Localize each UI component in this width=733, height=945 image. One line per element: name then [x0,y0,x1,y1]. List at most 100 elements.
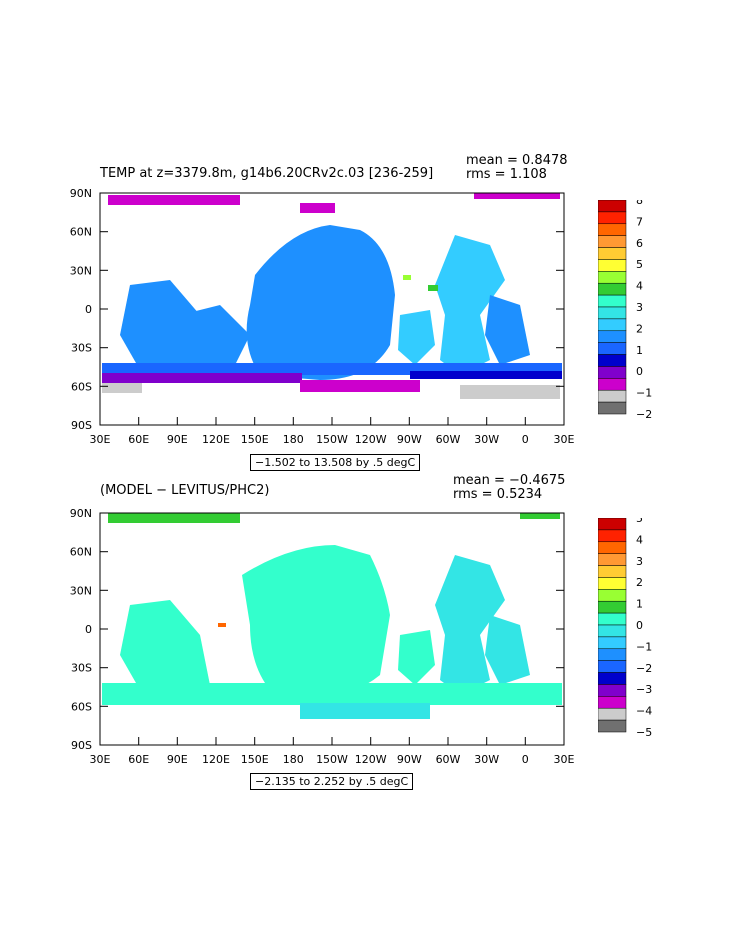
panel2-lon-label: 60W [436,753,461,766]
colorbar-label: 3 [636,555,643,568]
colorbar-swatch [598,282,627,296]
colorbar-label: 1 [636,344,643,357]
colorbar-swatch [598,389,627,403]
colorbar-label: 3 [636,301,643,314]
panel2-lon-label: 120E [202,753,230,766]
colorbar-label: 2 [636,576,643,589]
colorbar-label: 5 [636,258,643,271]
panel2-lon-label: 150E [241,753,269,766]
panel1-lon-label: 30E [90,433,111,446]
colorbar-swatch [598,366,627,379]
panel1-range: −1.502 to 13.508 by .5 degC [250,454,421,471]
colorbar-label: 8 [636,200,643,207]
panel2-lon-label: 180 [283,753,304,766]
colorbar-label: 4 [636,533,643,546]
colorbar-swatch [598,696,627,709]
colorbar-label: −2 [636,662,652,675]
colorbar-label: 4 [636,280,643,293]
panel1-rms: rms = 1.108 [466,167,547,182]
panel2-lon-label: 90W [397,753,422,766]
panel1-lat-label: 60S [71,380,92,393]
panel2-lat-label: 30S [71,662,92,675]
panel1-lon-label: 30E [554,433,575,446]
colorbar-swatch [598,211,627,225]
panel2-lat-label: 60S [71,700,92,713]
colorbar-swatch [598,223,627,236]
panel2-lon-label: 30E [554,753,575,766]
colorbar-swatch [598,271,627,284]
panel1-lon-label: 180 [283,433,304,446]
panel2-lon-label: 120W [355,753,387,766]
panel1-lon-label: 150W [316,433,348,446]
colorbar-label: −1 [636,387,652,400]
panel2-lon-label: 90E [167,753,188,766]
panel1-lat-label: 60N [70,226,92,239]
colorbar-swatch [598,318,627,332]
colorbar-swatch [598,330,627,343]
colorbar-label: 0 [636,365,643,378]
colorbar-swatch [598,306,627,320]
panel2-title: (MODEL − LEVITUS/PHC2) [100,483,270,498]
panel1-lon-label: 90W [397,433,422,446]
colorbar-label: 6 [636,237,643,250]
panel1-lon-label: 60W [436,433,461,446]
colorbar-swatch [598,565,627,578]
panel1-lon-label: 150E [241,433,269,446]
panel1-mean: mean = 0.8478 [466,153,568,168]
colorbar-label: −5 [636,726,652,738]
panel2-mean: mean = −0.4675 [453,473,566,488]
panel1-lon-label: 0 [522,433,529,446]
colorbar-label: −2 [636,408,652,420]
colorbar-swatch [598,518,627,531]
colorbar-swatch [598,660,627,673]
colorbar-swatch [598,636,627,650]
panel2-colorbar: 5 4 3 2 1 0 −1 −2 −3 −4 −5 [598,518,652,738]
panel2-lat-label: 30N [70,584,92,597]
colorbar-label: 5 [636,518,643,525]
panel1-lon-label: 90E [167,433,188,446]
panel1-lat-label: 30S [71,342,92,355]
panel2-lat-label: 60N [70,546,92,559]
colorbar-swatch [598,577,627,590]
colorbar-swatch [598,342,627,355]
colorbar-swatch [598,648,627,661]
colorbar-label: 1 [636,598,643,611]
panel1-lon-label: 120E [202,433,230,446]
colorbar-swatch [598,378,627,391]
panel1-map: 90N 60N 30N 0 30S 60S 90S 30E 60E 90E 12… [70,187,575,446]
colorbar-label: 2 [636,322,643,335]
panel1-lat-label: 30N [70,264,92,277]
colorbar-swatch [598,541,627,554]
panel2-lon-label: 60E [128,753,149,766]
panel2-rms: rms = 0.5234 [453,487,543,502]
panel2-field [102,513,562,719]
panel1-lat-label: 0 [85,303,92,316]
colorbar-swatch [598,529,627,543]
colorbar-label: −3 [636,683,652,696]
colorbar-swatch [598,259,627,272]
colorbar-swatch [598,401,627,415]
panel2-lon-label: 0 [522,753,529,766]
colorbar-label: −1 [636,640,652,653]
colorbar-swatch [598,707,627,721]
colorbar-swatch [598,672,627,685]
panel1-lat-label: 90N [70,187,92,200]
panel2-lon-label: 30W [474,753,499,766]
panel2-lat-label: 0 [85,623,92,636]
panel2-lon-label: 30E [90,753,111,766]
colorbar-swatch [598,247,627,260]
panel2-lat-label: 90N [70,507,92,520]
colorbar-swatch [598,235,627,248]
colorbar-label: 0 [636,619,643,632]
colorbar-swatch [598,600,627,614]
panel1-colorbar: 8 7 6 5 4 3 2 1 0 −1 −2 [598,200,652,420]
colorbar-swatch [598,200,627,213]
colorbar-swatch [598,354,627,367]
colorbar-swatch [598,612,627,626]
colorbar-swatch [598,624,627,638]
colorbar-label: 7 [636,215,643,228]
panel1-title: TEMP at z=3379.8m, g14b6.20CRv2c.03 [236… [100,166,434,181]
panel1-lat-label: 90S [71,419,92,432]
panel2-map: 90N 60N 30N 0 30S 60S 90S 30E 60E 90E 12… [70,507,575,766]
colorbar-swatch [598,294,627,308]
